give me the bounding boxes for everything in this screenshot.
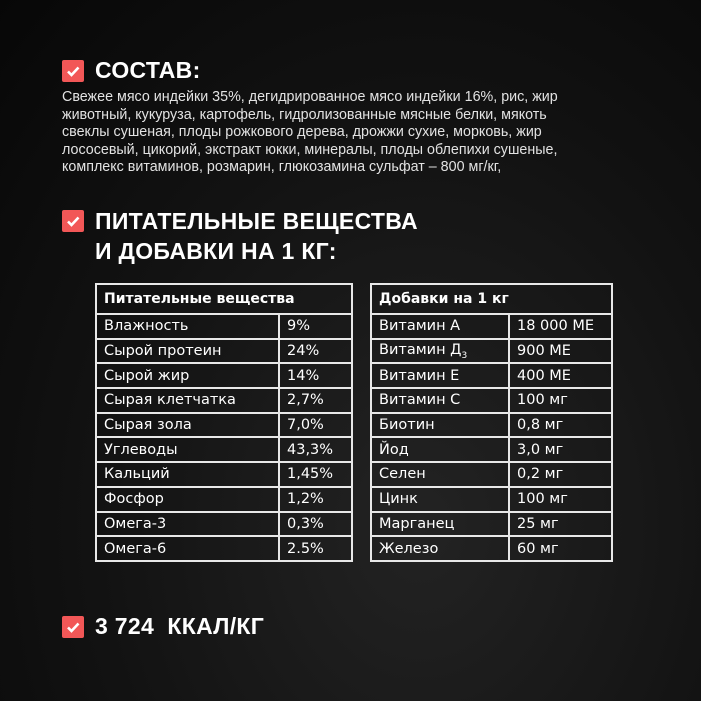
- row-value: 43,3%: [278, 436, 353, 464]
- table-row: Сырая зола 7,0%: [95, 411, 353, 439]
- row-name: Сырой протеин: [95, 337, 280, 365]
- table-row: Селен 0,2 мг: [370, 461, 613, 488]
- row-value: 0,3%: [278, 510, 353, 538]
- composition-title: СОСТАВ:: [95, 57, 201, 83]
- table-row: Фосфор 1,2%: [95, 485, 353, 513]
- table-row: Биотин 0,8 мг: [370, 411, 613, 439]
- table-row: Сырая клетчатка 2,7%: [95, 387, 353, 414]
- row-name-text: Витамин С: [379, 392, 461, 409]
- table-row: Омега-3 0,3%: [95, 510, 353, 538]
- row-name-text: Кальций: [104, 466, 170, 483]
- additives-table: Добавки на 1 кг Витамин А 18 000 МЕ Витами…: [370, 283, 613, 562]
- table-row: Йод 3,0 мг: [370, 436, 613, 464]
- row-name: Витамин С: [370, 387, 510, 414]
- row-name: Витамин Е: [370, 362, 510, 390]
- row-name-text: Цинк: [379, 491, 418, 508]
- subscript: 3: [461, 350, 468, 361]
- composition-line: свеклы сушеная, плоды рожкового дерева, …: [62, 124, 542, 141]
- row-name-text: Омега-3: [104, 515, 167, 532]
- row-name: Сырая клетчатка: [95, 387, 280, 414]
- row-value: 25 мг: [508, 510, 613, 538]
- table-row: Углеводы 43,3%: [95, 436, 353, 464]
- composition-line: животный, кукуруза, картофель, гидролизо…: [62, 106, 547, 123]
- row-name-text: Железо: [379, 540, 439, 557]
- row-name-text: Биотин: [379, 417, 435, 434]
- table-row: Железо 60 мг: [370, 535, 613, 562]
- check-icon: [62, 616, 84, 638]
- row-name: Витамин А: [370, 313, 510, 340]
- table-row: Кальций 1,45%: [95, 461, 353, 488]
- table-row: Влажность 9%: [95, 313, 353, 340]
- row-value: 2,7%: [278, 387, 353, 414]
- row-name: Марганец: [370, 510, 510, 538]
- row-name: Йод: [370, 436, 510, 464]
- row-name-text: Витамин А: [379, 318, 461, 335]
- row-value: 1,2%: [278, 485, 353, 513]
- nutrients-heading-line2: И ДОБАВКИ НА 1 КГ:: [95, 238, 337, 264]
- row-name: Селен: [370, 461, 510, 488]
- row-name-text: Сырой жир: [104, 367, 190, 384]
- check-icon: [62, 210, 84, 232]
- row-name-text: Витамин Е: [379, 367, 460, 384]
- row-name: Кальций: [95, 461, 280, 488]
- row-name: Фосфор: [95, 485, 280, 513]
- row-name-text: Влажность: [104, 318, 189, 335]
- composition-text: Свежее мясо индейки 35%, дегидрированное…: [62, 89, 662, 177]
- row-name: Углеводы: [95, 436, 280, 464]
- row-value: 0,2 мг: [508, 461, 613, 488]
- energy-value: 3 724 ККАЛ/КГ: [95, 613, 265, 639]
- additives-table-header: Добавки на 1 кг: [370, 283, 613, 315]
- row-name-text: Сырой протеин: [104, 343, 222, 360]
- row-name-text: Йод: [379, 441, 409, 458]
- row-name: Омега-3: [95, 510, 280, 538]
- nutrients-heading: ПИТАТЕЛЬНЫЕ ВЕЩЕСТВА И ДОБАВКИ НА 1 КГ:: [95, 207, 418, 265]
- row-name-text: Сырая зола: [104, 417, 192, 434]
- table-row: Витамин А 18 000 МЕ: [370, 313, 613, 340]
- row-value: 400 МЕ: [508, 362, 613, 390]
- check-icon: [62, 60, 84, 82]
- row-value: 100 мг: [508, 485, 613, 513]
- table-row: Витамин С 100 мг: [370, 387, 613, 414]
- table-row: Витамин Д3 900 МЕ: [370, 337, 613, 365]
- row-name: Сырая зола: [95, 411, 280, 439]
- row-value: 7,0%: [278, 411, 353, 439]
- composition-line: лососевый, цикорий, экстракт юкки, минер…: [62, 141, 558, 158]
- table-row: Цинк 100 мг: [370, 485, 613, 513]
- row-name: Омега-6: [95, 535, 280, 562]
- table-row: Сырой протеин 24%: [95, 337, 353, 365]
- row-value: 14%: [278, 362, 353, 390]
- nutrients-heading-line1: ПИТАТЕЛЬНЫЕ ВЕЩЕСТВА: [95, 208, 418, 234]
- row-name: Железо: [370, 535, 510, 562]
- nutrients-table-header: Питательные вещества: [95, 283, 353, 315]
- nutrients-table: Питательные вещества Влажность 9% Сырой пр…: [95, 283, 353, 562]
- row-name: Цинк: [370, 485, 510, 513]
- row-name-text: Марганец: [379, 515, 455, 532]
- row-name-text: Углеводы: [104, 441, 178, 458]
- row-name-text: Витамин Д: [379, 341, 462, 358]
- row-name-text: Омега-6: [104, 540, 167, 557]
- row-value: 1,45%: [278, 461, 353, 488]
- row-name-text: Фосфор: [104, 491, 164, 508]
- row-value: 100 мг: [508, 387, 613, 414]
- row-value: 18 000 МЕ: [508, 313, 613, 340]
- composition-line: Свежее мясо индейки 35%, дегидрированное…: [62, 89, 558, 105]
- row-value: 2.5%: [278, 535, 353, 562]
- row-value: 60 мг: [508, 535, 613, 562]
- table-row: Омега-6 2.5%: [95, 535, 353, 562]
- row-value: 0,8 мг: [508, 411, 613, 439]
- table-row: Витамин Е 400 МЕ: [370, 362, 613, 390]
- composition-line: комплекс витаминов, розмарин, глюкозамин…: [62, 159, 502, 176]
- row-value: 24%: [278, 337, 353, 365]
- row-name: Биотин: [370, 411, 510, 439]
- row-value: 9%: [278, 313, 353, 340]
- row-name: Влажность: [95, 313, 280, 340]
- row-name-text: Селен: [379, 466, 426, 483]
- row-value: 3,0 мг: [508, 436, 613, 464]
- table-row: Марганец 25 мг: [370, 510, 613, 538]
- row-name: Витамин Д3: [370, 337, 510, 365]
- row-value: 900 МЕ: [508, 337, 613, 365]
- row-name-text: Сырая клетчатка: [104, 392, 236, 409]
- row-name: Сырой жир: [95, 362, 280, 390]
- table-row: Сырой жир 14%: [95, 362, 353, 390]
